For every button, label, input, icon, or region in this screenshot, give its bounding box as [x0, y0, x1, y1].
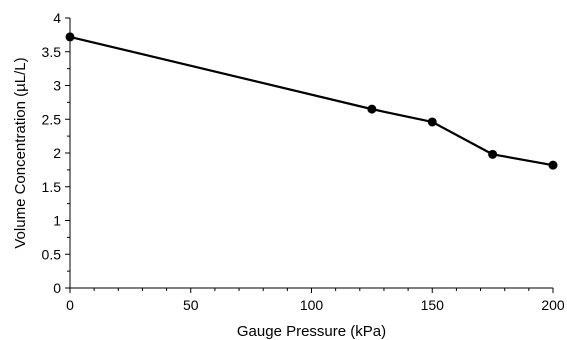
- x-tick-label: 100: [300, 297, 324, 313]
- y-tick-label: 3.5: [42, 44, 62, 60]
- y-tick-label: 2: [53, 145, 61, 161]
- tick-labels: 0 0.5 1 1.5 2 2.5 3 3.5 4 0 50 100 150 200: [42, 10, 565, 313]
- data-point: [367, 104, 377, 114]
- y-tick-label: 0.5: [42, 246, 62, 262]
- x-axis-title: Gauge Pressure (kPa): [237, 323, 386, 340]
- x-tick-label: 150: [421, 297, 445, 313]
- y-axis-title: Volume Concentration (µL/L): [12, 57, 29, 248]
- y-tick-label: 1.5: [42, 179, 62, 195]
- series-layer: [65, 32, 558, 170]
- x-tick-label: 0: [66, 297, 74, 313]
- x-tick-label: 50: [183, 297, 199, 313]
- major-ticks: [65, 17, 554, 293]
- data-point: [65, 32, 75, 42]
- y-tick-label: 1: [53, 213, 61, 229]
- minor-ticks: [67, 34, 530, 291]
- y-tick-label: 2.5: [42, 111, 62, 127]
- data-point: [548, 160, 558, 170]
- series-line: [69, 35, 554, 167]
- y-tick-label: 3: [53, 78, 61, 94]
- data-point: [427, 117, 437, 127]
- y-tick-label: 0: [53, 280, 61, 296]
- x-tick-label: 200: [541, 297, 565, 313]
- data-point: [488, 149, 498, 159]
- y-tick-label: 4: [53, 10, 61, 26]
